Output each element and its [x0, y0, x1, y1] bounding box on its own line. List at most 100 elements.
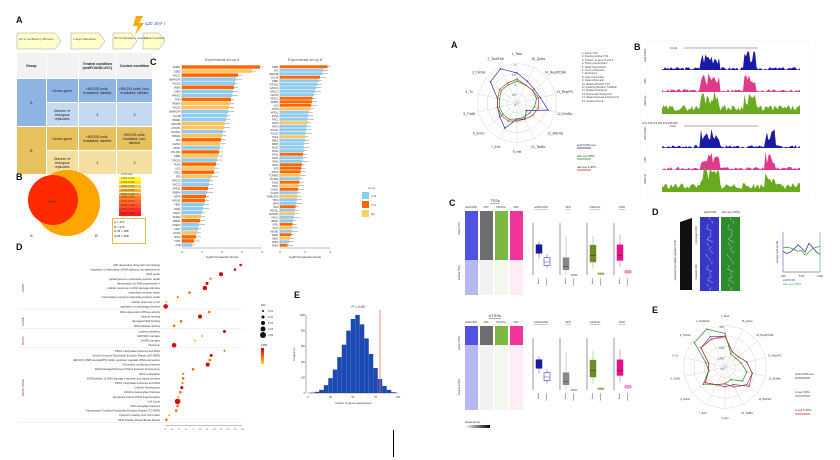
scale-label: 5 kb	[670, 124, 676, 128]
radar-tick-label: 1.5	[512, 73, 516, 77]
term-label: Cell Cycle	[147, 399, 160, 403]
enrichment-dot	[188, 291, 191, 294]
bar	[182, 81, 235, 85]
boxplot-box	[543, 372, 551, 381]
tvs-legend: 0.000–0.125 0.125–0.250 0.250–0.375 0.375–0…	[119, 177, 141, 216]
x-tick-label: 4	[261, 250, 263, 254]
radar-axis-label: 5_TxWk	[463, 112, 475, 116]
x-tick-label: 9	[206, 427, 208, 430]
heatmap-active	[510, 211, 523, 260]
boxplot-box	[543, 257, 551, 266]
bar	[182, 158, 217, 162]
heatmap-inactive	[495, 260, 508, 295]
histogram-bar	[346, 330, 351, 393]
histogram-bar	[319, 389, 324, 393]
enrichment-dot	[181, 377, 185, 380]
boxplot-title: H3K27ac	[590, 320, 601, 324]
series-legend-label: dam-seq CPDs	[577, 154, 595, 158]
radar-point	[537, 97, 540, 99]
radar-point	[709, 336, 712, 338]
radar-point	[732, 383, 735, 386]
category-label: GEN1	[272, 237, 279, 240]
category-label: DDB1	[174, 155, 181, 158]
category-label: POLD2	[173, 82, 182, 85]
enrichment-dot	[172, 324, 176, 328]
heatmap-streak	[708, 257, 711, 261]
radar-point	[531, 114, 534, 117]
category-label: XRCC5	[172, 184, 181, 187]
category-label: PMS2	[272, 150, 279, 153]
bar	[182, 150, 219, 154]
bar	[182, 142, 220, 146]
signal-track	[662, 151, 800, 170]
uv-dose-label: ≤20 J/m² UVC	[145, 21, 165, 26]
venn-stat: A = 172	[114, 220, 125, 224]
category-label: RAD23B	[269, 73, 279, 76]
category-label: DDB2	[272, 66, 279, 69]
table-header: Group	[16, 52, 47, 79]
y-tick-label: 200	[301, 376, 306, 379]
enrichment-dot	[174, 409, 178, 412]
term-label: SUMOylation of DNA damage response and r…	[87, 376, 161, 380]
category-label: GTF2H1	[269, 83, 279, 86]
chromatin-state-item: 1. Active TSS	[582, 52, 598, 55]
bar	[182, 85, 234, 89]
category-label: LIG3	[175, 167, 181, 170]
radar-point	[706, 328, 708, 330]
x-axis-label: log2FC(treated/controls)	[289, 255, 321, 259]
category-label: CLSPN	[271, 192, 279, 195]
enrichment-dot	[176, 296, 179, 299]
radar-tick-label: 0	[514, 103, 516, 107]
x-tick-label: 25	[329, 395, 332, 399]
radar-spoke	[516, 102, 557, 113]
term-label: DNA helicase activity	[134, 324, 161, 328]
bar	[182, 186, 208, 191]
boxplot-x-label: Active	[564, 392, 567, 399]
histogram-bar	[350, 318, 356, 393]
tvs-legend-title: TVS rate	[121, 172, 133, 176]
bar	[280, 68, 324, 72]
term-label: Apoptosis induced DNA fragmentation	[113, 395, 161, 399]
radar-point	[547, 109, 549, 111]
bar	[280, 131, 306, 135]
profile-legend-label: antiFOUND	[783, 279, 796, 282]
category-label: RFC2	[272, 122, 279, 125]
bar	[280, 184, 299, 188]
term-label: regulation of alternative mRNA splicing,…	[91, 268, 161, 272]
enrichment-dot	[168, 414, 171, 417]
chromatin-state-item: 13. Repressed PolyComb	[582, 92, 612, 96]
boxplot-box	[589, 244, 597, 263]
radar-point	[715, 383, 718, 386]
bar	[280, 124, 307, 128]
radar-point	[724, 335, 726, 337]
enrichment-dot	[171, 342, 177, 348]
chromatin-state-item: 5. Weak transcription	[582, 65, 607, 69]
category-label: TOP1	[174, 240, 181, 243]
x-tick-label: 100	[396, 395, 401, 399]
term-label: ribosome	[148, 343, 160, 347]
histogram-bar	[386, 389, 392, 393]
boxplot-x-label: Active	[537, 277, 540, 284]
category-label: SFPQ	[174, 236, 181, 239]
histogram-bar	[355, 315, 360, 393]
bar	[280, 198, 297, 202]
enrichment-dot	[165, 300, 168, 303]
legend-label: A+B	[371, 194, 376, 198]
x-tick-label: 8	[199, 427, 201, 430]
bar	[182, 138, 221, 142]
heatmap-active	[510, 326, 523, 345]
radar-axis-label: 2_TssAFlnk	[487, 57, 504, 61]
dts-top-label: Convergent DS2	[695, 225, 698, 243]
term-label: ERCC6 (CSB) and EHMT2 (G9a) positively r…	[74, 358, 161, 362]
category-label: PCNA	[272, 115, 279, 118]
chromatin-state-item: 4. Strong transcription	[582, 62, 608, 66]
category-label: CUL4B	[173, 115, 181, 118]
bar	[182, 121, 225, 126]
heatmap-streak	[707, 235, 712, 239]
boxplot-x-label: Inactive	[626, 392, 629, 400]
term-label: nucleotide-excision repair	[128, 291, 160, 295]
track-label: antiFOUND	[643, 48, 647, 62]
x-tick-label: 11	[220, 427, 223, 430]
histogram-bar	[341, 344, 347, 393]
table-cell: HEK293 cells; Irradiated; labeled	[77, 126, 117, 151]
